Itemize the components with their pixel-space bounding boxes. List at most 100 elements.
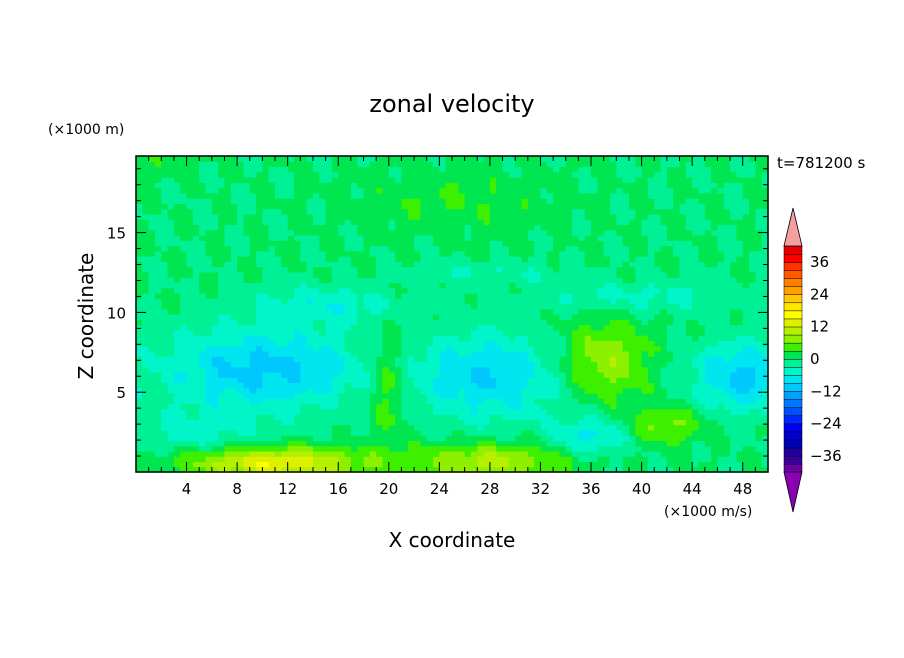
heatmap-cell <box>527 298 535 305</box>
heatmap-cell <box>610 298 617 305</box>
heatmap-cell <box>268 350 276 357</box>
heatmap-cell <box>325 203 333 210</box>
heatmap-cell <box>616 266 624 273</box>
heatmap-cell <box>527 177 535 183</box>
heatmap-cell <box>205 187 213 194</box>
heatmap-cell <box>180 345 188 352</box>
heatmap-cell <box>420 266 428 273</box>
heatmap-cell <box>192 256 200 262</box>
heatmap-cell <box>414 287 421 294</box>
heatmap-cell <box>186 177 194 183</box>
heatmap-cell <box>553 240 561 247</box>
heatmap-cell <box>477 414 485 420</box>
heatmap-cell <box>464 213 472 220</box>
heatmap-cell <box>312 387 320 394</box>
heatmap-cell <box>205 324 213 331</box>
heatmap-cell <box>268 187 276 194</box>
heatmap-cell <box>186 445 194 452</box>
heatmap-cell <box>641 250 649 257</box>
heatmap-cell <box>154 419 162 426</box>
heatmap-cell <box>281 361 289 368</box>
heatmap-cell <box>275 303 282 310</box>
heatmap-cell <box>628 308 636 315</box>
heatmap-cell <box>376 261 384 268</box>
heatmap-cell <box>142 466 150 473</box>
heatmap-cell <box>331 187 339 194</box>
heatmap-cell <box>578 345 586 352</box>
heatmap-cell <box>300 314 308 320</box>
heatmap-cell <box>173 361 181 368</box>
heatmap-cell <box>464 203 472 210</box>
heatmap-cell <box>262 335 270 341</box>
heatmap-cell <box>300 445 308 452</box>
heatmap-cell <box>452 387 459 394</box>
heatmap-cell <box>186 277 194 283</box>
heatmap-cell <box>161 182 169 189</box>
heatmap-cell <box>610 403 617 410</box>
heatmap-cell <box>211 229 219 236</box>
heatmap-cell <box>515 224 523 231</box>
heatmap-cell <box>426 456 434 463</box>
heatmap-cell <box>281 198 289 204</box>
heatmap-cell <box>180 271 188 278</box>
heatmap-cell <box>388 261 396 268</box>
heatmap-cell <box>268 292 276 299</box>
heatmap-cell <box>458 414 466 420</box>
heatmap-cell <box>167 408 175 415</box>
heatmap-cell <box>211 171 219 178</box>
heatmap-cell <box>414 361 421 368</box>
heatmap-cell <box>154 450 162 457</box>
heatmap-cell <box>508 445 516 452</box>
heatmap-cell <box>414 377 421 384</box>
heatmap-cell <box>338 424 346 431</box>
heatmap-cell <box>641 356 649 362</box>
heatmap-cell <box>344 245 352 252</box>
heatmap-cell <box>237 387 245 394</box>
heatmap-cell <box>603 419 611 426</box>
heatmap-cell <box>136 440 143 447</box>
heatmap-cell <box>218 387 226 394</box>
heatmap-cell <box>243 424 251 431</box>
heatmap-cell <box>319 387 327 394</box>
heatmap-cell <box>641 329 649 336</box>
heatmap-cell <box>578 450 586 457</box>
heatmap-cell <box>647 319 655 326</box>
heatmap-cell <box>211 287 219 294</box>
heatmap-cell <box>148 208 156 215</box>
heatmap-cell <box>483 461 491 468</box>
heatmap-cell <box>180 340 188 347</box>
heatmap-cell <box>591 277 598 283</box>
heatmap-cell <box>414 229 421 236</box>
heatmap-cell <box>344 414 352 420</box>
heatmap-cell <box>369 450 377 457</box>
heatmap-cell <box>167 424 175 431</box>
heatmap-cell <box>294 466 301 473</box>
heatmap-cell <box>224 450 232 457</box>
heatmap-cell <box>148 319 156 326</box>
heatmap-cell <box>647 324 655 331</box>
heatmap-cell <box>161 419 169 426</box>
heatmap-cell <box>161 440 169 447</box>
heatmap-cell <box>281 335 289 341</box>
heatmap-cell <box>603 298 611 305</box>
heatmap-cell <box>388 177 396 183</box>
heatmap-cell <box>508 203 516 210</box>
heatmap-cell <box>199 240 207 247</box>
heatmap-cell <box>572 419 579 426</box>
heatmap-cell <box>154 429 162 436</box>
heatmap-cell <box>142 445 150 452</box>
heatmap-cell <box>603 356 611 362</box>
heatmap-cell <box>622 450 630 457</box>
heatmap-cell <box>136 424 143 431</box>
heatmap-cell <box>161 424 169 431</box>
heatmap-cell <box>534 377 542 384</box>
heatmap-cell <box>407 424 415 431</box>
heatmap-cell <box>136 429 143 436</box>
heatmap-cell <box>426 398 434 405</box>
heatmap-cell <box>256 461 263 468</box>
heatmap-cell <box>565 198 573 204</box>
heatmap-cell <box>262 277 270 283</box>
heatmap-cell <box>407 335 415 341</box>
heatmap-cell <box>515 219 523 226</box>
heatmap-cell <box>338 277 346 283</box>
